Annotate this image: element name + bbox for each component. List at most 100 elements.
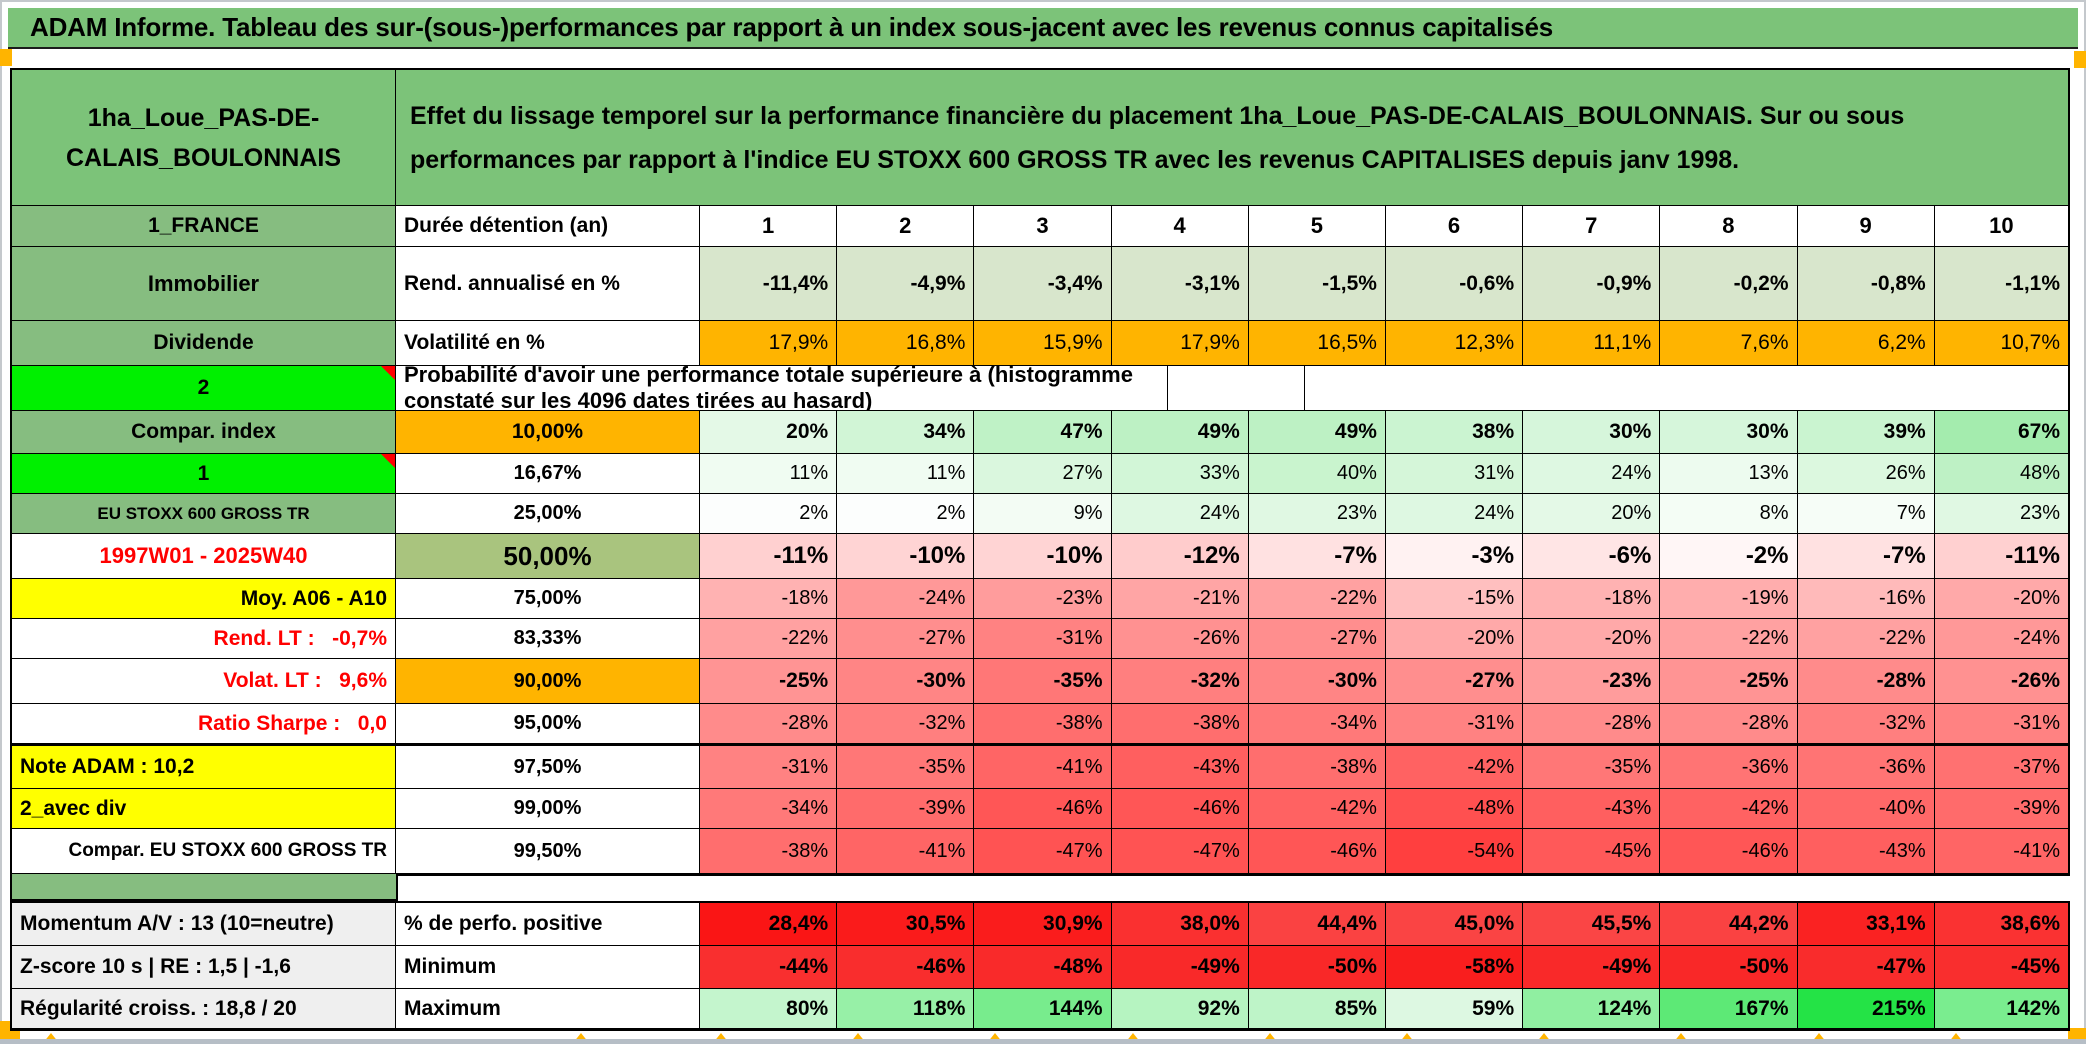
row-label-cell[interactable]: 1_FRANCE — [12, 206, 396, 247]
row-header-cell[interactable]: 75,00% — [396, 579, 700, 619]
value-cell[interactable]: 39% — [1797, 411, 1935, 454]
value-cell[interactable]: 9% — [974, 494, 1112, 534]
value-cell[interactable]: -46% — [1111, 789, 1249, 829]
value-cell[interactable]: -18% — [700, 579, 838, 619]
empty-cell[interactable] — [1167, 366, 1306, 411]
value-cell[interactable]: -32% — [1111, 659, 1249, 704]
value-cell[interactable]: -54% — [1385, 829, 1524, 874]
value-cell[interactable]: -49% — [1523, 946, 1661, 989]
value-cell[interactable]: 38% — [1385, 411, 1524, 454]
value-cell[interactable]: 49% — [1111, 411, 1249, 454]
value-cell[interactable]: 67% — [1934, 411, 2068, 454]
value-cell[interactable]: 7% — [1797, 494, 1935, 534]
row-label-cell[interactable]: Z-score 10 s | RE : 1,5 | -1,6 — [12, 946, 396, 989]
row-label-cell[interactable]: Volat. LT : 9,6% — [12, 659, 396, 704]
value-cell[interactable]: -37% — [1934, 744, 2068, 789]
value-cell[interactable]: 30,5% — [837, 903, 975, 946]
value-cell[interactable]: -46% — [974, 789, 1112, 829]
value-cell[interactable]: 144% — [974, 989, 1112, 1029]
value-cell[interactable]: 27% — [974, 454, 1112, 494]
value-cell[interactable]: -47% — [974, 829, 1112, 874]
value-cell[interactable]: 33,1% — [1797, 903, 1935, 946]
value-cell[interactable]: 7,6% — [1660, 321, 1798, 366]
value-cell[interactable]: -27% — [837, 619, 975, 659]
row-header-cell[interactable]: Volatilité en % — [396, 321, 700, 366]
value-cell[interactable]: 17,9% — [1111, 321, 1249, 366]
selection-handle-top-right[interactable] — [2074, 51, 2086, 68]
row-label-cell[interactable]: Note ADAM : 10,2 — [12, 744, 396, 789]
value-cell[interactable]: -22% — [700, 619, 838, 659]
value-cell[interactable]: 31% — [1385, 454, 1524, 494]
value-cell[interactable]: -34% — [700, 789, 838, 829]
value-cell[interactable]: -3,4% — [974, 247, 1112, 321]
value-cell[interactable]: -3,1% — [1111, 247, 1249, 321]
sheet-description-cell[interactable]: Effet du lissage temporel sur la perform… — [396, 70, 2068, 206]
value-cell[interactable]: -23% — [974, 579, 1112, 619]
row-header-cell[interactable]: Maximum — [396, 989, 700, 1029]
value-cell[interactable]: -1,1% — [1934, 247, 2068, 321]
value-cell[interactable]: -2% — [1660, 534, 1798, 579]
value-cell[interactable]: 215% — [1797, 989, 1935, 1029]
value-cell[interactable]: -19% — [1660, 579, 1798, 619]
row-label-cell[interactable]: 1 — [12, 454, 396, 494]
value-cell[interactable]: 4 — [1111, 206, 1249, 247]
value-cell[interactable]: 9 — [1797, 206, 1935, 247]
value-cell[interactable]: 7 — [1523, 206, 1661, 247]
empty-cell[interactable] — [1305, 366, 2068, 411]
value-cell[interactable]: 11% — [700, 454, 838, 494]
value-cell[interactable]: -7% — [1248, 534, 1386, 579]
filter-caret-icon[interactable] — [987, 1033, 1004, 1040]
value-cell[interactable]: 49% — [1248, 411, 1386, 454]
row-label-cell[interactable]: 1997W01 - 2025W40 — [12, 534, 396, 579]
value-cell[interactable]: -28% — [1797, 659, 1935, 704]
value-cell[interactable]: 2% — [837, 494, 975, 534]
value-cell[interactable]: -41% — [1934, 829, 2068, 874]
value-cell[interactable]: -27% — [1385, 659, 1524, 704]
value-cell[interactable]: -31% — [700, 744, 838, 789]
value-cell[interactable]: -50% — [1660, 946, 1798, 989]
value-cell[interactable]: -28% — [700, 704, 838, 744]
row-header-cell[interactable]: Durée détention (an) — [396, 206, 700, 247]
row-label-cell[interactable]: Dividende — [12, 321, 396, 366]
selection-handle-bottom-right[interactable] — [2068, 1028, 2086, 1042]
value-cell[interactable]: -6% — [1523, 534, 1661, 579]
value-cell[interactable]: -25% — [1660, 659, 1798, 704]
value-cell[interactable]: -31% — [1934, 704, 2068, 744]
row-header-cell[interactable]: 99,50% — [396, 829, 700, 874]
value-cell[interactable]: 44,2% — [1660, 903, 1798, 946]
value-cell[interactable]: -0,6% — [1385, 247, 1524, 321]
value-cell[interactable]: -22% — [1660, 619, 1798, 659]
row-header-cell[interactable]: 97,50% — [396, 744, 700, 789]
filter-caret-icon[interactable] — [1947, 1033, 1964, 1040]
value-cell[interactable]: -46% — [837, 946, 975, 989]
value-cell[interactable]: -39% — [837, 789, 975, 829]
value-cell[interactable]: -43% — [1797, 829, 1935, 874]
value-cell[interactable]: -47% — [1111, 829, 1249, 874]
value-cell[interactable]: -44% — [700, 946, 838, 989]
value-cell[interactable]: -11,4% — [700, 247, 838, 321]
probability-note-cell[interactable]: Probabilité d'avoir une performance tota… — [396, 366, 1168, 411]
row-label-cell[interactable]: EU STOXX 600 GROSS TR — [12, 494, 396, 534]
value-cell[interactable]: 1 — [700, 206, 838, 247]
row-header-cell[interactable]: 50,00% — [396, 534, 700, 579]
value-cell[interactable]: 8 — [1660, 206, 1798, 247]
value-cell[interactable]: -22% — [1248, 579, 1386, 619]
row-header-cell[interactable]: 90,00% — [396, 659, 700, 704]
value-cell[interactable]: 33% — [1111, 454, 1249, 494]
value-cell[interactable]: -42% — [1385, 744, 1524, 789]
filter-caret-icon[interactable] — [1810, 1033, 1827, 1040]
value-cell[interactable]: 30,9% — [974, 903, 1112, 946]
row-label-cell[interactable]: Ratio Sharpe : 0,0 — [12, 704, 396, 744]
value-cell[interactable]: 20% — [1523, 494, 1661, 534]
value-cell[interactable]: -24% — [837, 579, 975, 619]
value-cell[interactable]: 30% — [1660, 411, 1798, 454]
row-header-cell[interactable]: 25,00% — [396, 494, 700, 534]
value-cell[interactable]: -10% — [974, 534, 1112, 579]
value-cell[interactable]: 59% — [1385, 989, 1524, 1029]
value-cell[interactable]: -1,5% — [1248, 247, 1386, 321]
value-cell[interactable]: -0,8% — [1797, 247, 1935, 321]
row-label-cell[interactable]: 2_avec div — [12, 789, 396, 829]
value-cell[interactable]: 12,3% — [1385, 321, 1524, 366]
filter-caret-icon[interactable] — [1124, 1033, 1141, 1040]
row-header-cell[interactable]: 83,33% — [396, 619, 700, 659]
